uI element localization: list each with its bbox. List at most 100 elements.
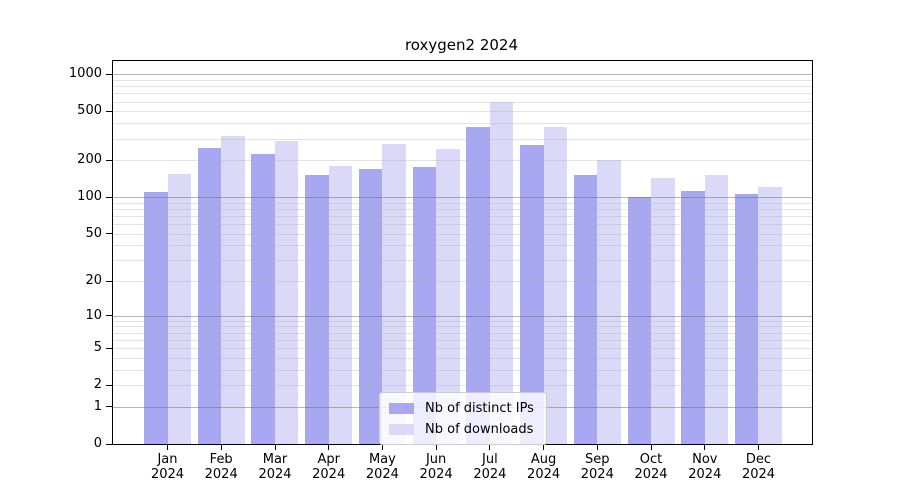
- x-tick-month: Jan: [157, 452, 178, 467]
- x-tick-year: 2024: [473, 467, 507, 482]
- y-tick-label: 10: [85, 307, 102, 323]
- y-tick-label: 0: [93, 436, 102, 451]
- bar-downloads-may: [382, 144, 406, 444]
- bar-distinct-ips-feb: [197, 148, 222, 444]
- y-tick: [106, 110, 112, 112]
- x-tick-label: Jul 2024: [458, 452, 522, 482]
- plot-area: Nb of distinct IPs Nb of downloads: [112, 60, 813, 445]
- bar-distinct-ips-jun: [412, 167, 437, 444]
- y-tick: [106, 73, 112, 75]
- x-tick-label: Nov 2024: [673, 452, 737, 482]
- bar-distinct-ips-aug: [520, 145, 544, 444]
- gridline-minor: [113, 101, 812, 103]
- legend-swatch: [389, 402, 414, 414]
- x-tick: [704, 445, 706, 450]
- x-tick-label: Feb 2024: [189, 452, 253, 482]
- y-tick-label: 5: [93, 340, 102, 356]
- bar-distinct-ips-sep: [573, 175, 598, 444]
- bar-downloads-jan: [167, 173, 191, 444]
- bar-downloads-jul: [489, 101, 514, 444]
- x-tick-month: Nov: [692, 452, 718, 467]
- x-tick: [435, 445, 437, 450]
- y-tick-label: 100: [77, 189, 102, 204]
- x-tick-label: Dec 2024: [727, 452, 791, 482]
- x-tick: [650, 445, 652, 450]
- gridline-minor: [113, 79, 812, 81]
- bar-downloads-aug: [543, 126, 568, 444]
- x-tick-label: Jan 2024: [136, 452, 200, 482]
- x-tick-year: 2024: [258, 467, 292, 482]
- y-tick: [106, 159, 112, 161]
- y-tick-label: 200: [77, 152, 102, 168]
- x-tick-label: Apr 2024: [297, 452, 361, 482]
- bar-downloads-feb: [221, 135, 245, 444]
- x-tick-year: 2024: [204, 467, 238, 482]
- gridline-minor: [113, 86, 812, 88]
- gridline-major: [113, 74, 812, 76]
- legend-label: Nb of distinct IPs: [425, 400, 534, 416]
- x-tick-month: Mar: [262, 452, 288, 467]
- x-tick-year: 2024: [741, 467, 776, 482]
- legend-item: Nb of distinct IPs: [389, 399, 534, 417]
- y-tick-label: 2: [93, 377, 102, 393]
- legend-item: Nb of downloads: [389, 420, 534, 438]
- x-tick: [596, 445, 598, 450]
- bar-downloads-sep: [597, 160, 621, 444]
- y-tick: [106, 280, 112, 282]
- y-tick: [106, 347, 112, 349]
- x-tick-label: May 2024: [350, 452, 414, 482]
- bar-distinct-ips-oct: [627, 196, 652, 444]
- x-tick-month: Jun: [425, 452, 447, 467]
- x-tick: [167, 445, 168, 450]
- y-tick-label: 50: [85, 225, 102, 241]
- x-tick: [220, 445, 222, 450]
- x-tick-month: Dec: [745, 452, 772, 467]
- y-tick-label: 1: [93, 398, 102, 414]
- bar-downloads-mar: [274, 141, 299, 444]
- bar-downloads-apr: [328, 165, 353, 444]
- bar-distinct-ips-mar: [251, 153, 275, 444]
- y-tick-label: 500: [77, 103, 102, 119]
- bar-distinct-ips-apr: [305, 175, 329, 444]
- y-tick-label: 20: [85, 273, 102, 288]
- x-tick-year: 2024: [312, 467, 346, 482]
- x-tick-month: Apr: [317, 452, 340, 467]
- chart-title: roxygen2 2024: [404, 36, 519, 54]
- x-tick-month: Oct: [639, 452, 663, 467]
- y-tick: [106, 406, 112, 408]
- x-tick-label: Oct 2024: [619, 452, 683, 482]
- x-tick-month: Feb: [209, 452, 233, 467]
- gridline-minor: [113, 123, 812, 125]
- legend: Nb of distinct IPs Nb of downloads: [379, 392, 547, 445]
- bar-distinct-ips-jan: [144, 191, 168, 444]
- y-tick: [106, 315, 112, 317]
- y-tick: [106, 196, 112, 198]
- bar-distinct-ips-may: [358, 168, 383, 444]
- x-tick-year: 2024: [419, 467, 453, 482]
- bar-distinct-ips-dec: [734, 193, 759, 444]
- x-tick-month: Jul: [482, 452, 498, 467]
- x-tick-year: 2024: [365, 467, 399, 482]
- gridline-minor: [113, 138, 812, 140]
- bar-distinct-ips-jul: [466, 127, 490, 444]
- legend-label: Nb of downloads: [425, 421, 534, 437]
- x-tick-year: 2024: [527, 467, 561, 482]
- y-tick-label: 1000: [68, 66, 102, 82]
- gridline-minor: [113, 93, 812, 95]
- x-tick-year: 2024: [634, 467, 668, 482]
- x-tick: [328, 445, 330, 450]
- x-tick-label: Jun 2024: [404, 452, 468, 482]
- y-tick: [106, 233, 112, 234]
- x-tick-year: 2024: [688, 467, 722, 482]
- bar-downloads-jun: [436, 149, 460, 444]
- x-tick-label: Sep 2024: [565, 452, 629, 482]
- y-tick: [106, 384, 112, 386]
- x-tick-label: Aug 2024: [512, 452, 576, 482]
- x-tick: [274, 445, 276, 450]
- x-tick-month: Aug: [530, 452, 557, 467]
- bar-distinct-ips-nov: [681, 190, 705, 444]
- x-tick: [381, 445, 383, 450]
- gridline-minor: [113, 111, 812, 113]
- x-tick-label: Mar 2024: [243, 452, 307, 482]
